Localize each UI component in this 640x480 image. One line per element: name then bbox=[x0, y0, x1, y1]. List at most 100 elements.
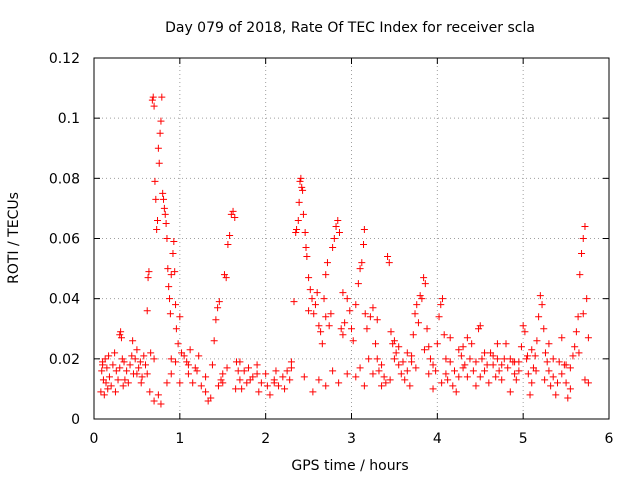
data-point bbox=[352, 301, 360, 309]
data-point bbox=[483, 361, 491, 369]
data-point bbox=[506, 355, 514, 363]
data-point bbox=[208, 361, 216, 369]
data-point bbox=[504, 364, 512, 372]
data-point bbox=[409, 331, 417, 339]
x-tick-label: 2 bbox=[261, 431, 270, 447]
data-point bbox=[160, 195, 168, 203]
y-tick-label: 0 bbox=[71, 412, 80, 428]
data-point bbox=[459, 343, 467, 351]
data-point bbox=[352, 373, 360, 381]
data-point bbox=[153, 225, 161, 233]
data-point bbox=[152, 195, 160, 203]
data-point bbox=[170, 238, 178, 246]
data-point bbox=[579, 310, 587, 318]
data-point bbox=[411, 310, 419, 318]
data-point bbox=[245, 364, 252, 372]
data-point bbox=[255, 388, 263, 396]
data-point bbox=[449, 382, 457, 390]
data-point bbox=[154, 216, 162, 224]
data-point bbox=[138, 373, 146, 381]
data-point bbox=[290, 298, 298, 306]
x-axis-label: GPS time / hours bbox=[291, 458, 408, 474]
data-point bbox=[566, 364, 574, 372]
data-point bbox=[472, 382, 480, 390]
data-point bbox=[240, 367, 248, 375]
data-point bbox=[219, 379, 227, 387]
data-point bbox=[121, 376, 129, 384]
data-point bbox=[308, 295, 316, 303]
data-point bbox=[165, 283, 173, 291]
data-point bbox=[300, 373, 308, 381]
data-point bbox=[293, 225, 301, 233]
data-point bbox=[169, 250, 177, 258]
data-point bbox=[339, 289, 347, 297]
y-tick-label: 0.12 bbox=[49, 51, 80, 67]
data-point bbox=[515, 367, 523, 375]
data-point bbox=[528, 346, 536, 354]
data-point bbox=[142, 361, 149, 369]
data-point bbox=[511, 370, 519, 378]
data-point bbox=[532, 367, 540, 375]
data-point bbox=[343, 370, 351, 378]
x-tick-label: 4 bbox=[433, 431, 442, 447]
data-point bbox=[569, 352, 577, 360]
data-point bbox=[140, 352, 148, 360]
data-point bbox=[193, 367, 201, 375]
data-point bbox=[540, 325, 548, 333]
data-point bbox=[485, 379, 493, 387]
data-point bbox=[475, 325, 483, 333]
data-point bbox=[446, 334, 454, 342]
data-point bbox=[511, 358, 519, 366]
data-point bbox=[172, 301, 180, 309]
data-point bbox=[554, 379, 561, 387]
data-point bbox=[323, 259, 331, 267]
data-point bbox=[349, 337, 357, 345]
data-point bbox=[545, 340, 553, 348]
data-point bbox=[440, 331, 448, 339]
y-axis-label: ROTI / TECUs bbox=[6, 192, 22, 284]
data-point bbox=[231, 213, 239, 221]
data-point bbox=[306, 286, 314, 294]
data-point bbox=[584, 334, 592, 342]
data-point bbox=[564, 394, 572, 402]
data-point bbox=[117, 328, 125, 336]
data-point bbox=[109, 361, 117, 369]
data-point bbox=[133, 370, 141, 378]
data-point bbox=[337, 325, 345, 333]
data-point bbox=[438, 379, 446, 387]
data-point bbox=[100, 391, 108, 399]
data-point bbox=[126, 361, 134, 369]
data-point bbox=[528, 379, 536, 387]
data-point bbox=[299, 210, 307, 218]
data-point bbox=[99, 361, 107, 369]
data-point bbox=[472, 358, 480, 366]
data-point bbox=[148, 96, 156, 104]
data-point bbox=[339, 331, 347, 339]
data-point bbox=[489, 361, 497, 369]
data-point bbox=[215, 298, 223, 306]
data-point bbox=[133, 346, 141, 354]
data-point bbox=[226, 231, 234, 239]
data-point bbox=[150, 397, 158, 405]
data-point bbox=[117, 334, 125, 342]
data-point bbox=[373, 355, 381, 363]
y-tick-label: 0.06 bbox=[49, 232, 80, 248]
data-point bbox=[493, 355, 501, 363]
data-point bbox=[429, 361, 437, 369]
data-point bbox=[526, 391, 534, 399]
data-point bbox=[579, 235, 587, 242]
data-point bbox=[495, 367, 503, 375]
data-point bbox=[414, 319, 422, 327]
data-point bbox=[105, 352, 113, 360]
data-point bbox=[361, 310, 369, 318]
data-point bbox=[219, 370, 227, 378]
data-point bbox=[202, 373, 210, 381]
data-point bbox=[558, 334, 566, 342]
data-point bbox=[131, 355, 139, 363]
data-point bbox=[286, 376, 294, 384]
data-point bbox=[442, 370, 450, 378]
data-point bbox=[583, 295, 591, 303]
data-point bbox=[562, 379, 570, 387]
data-point bbox=[403, 349, 411, 357]
data-point bbox=[517, 343, 525, 351]
